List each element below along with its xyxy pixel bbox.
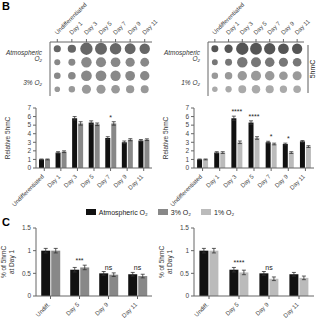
svg-text:Day 5: Day 5 xyxy=(224,301,240,317)
svg-text:ns: ns xyxy=(265,264,273,271)
svg-text:****: **** xyxy=(249,113,260,120)
svg-text:ns: ns xyxy=(134,264,142,271)
svg-text:Day 9: Day 9 xyxy=(254,301,270,317)
svg-text:1.5: 1.5 xyxy=(22,224,31,231)
svg-text:Day 7: Day 7 xyxy=(266,20,282,36)
html-text:B: B xyxy=(2,0,10,12)
svg-text:Undiff.: Undiff. xyxy=(35,301,52,318)
html-text:C: C xyxy=(2,216,10,228)
svg-text:% of 5hmCat Day 1: % of 5hmCat Day 1 xyxy=(158,246,173,278)
svg-text:2: 2 xyxy=(27,147,31,154)
svg-text:Day 3: Day 3 xyxy=(239,20,255,36)
svg-text:6: 6 xyxy=(27,113,31,120)
svg-text:Day 3: Day 3 xyxy=(222,173,238,189)
svg-text:Day 11: Day 11 xyxy=(121,301,139,319)
svg-text:Undifferentiated: Undifferentiated xyxy=(53,1,88,36)
svg-text:0.5: 0.5 xyxy=(22,270,31,277)
svg-text:0: 0 xyxy=(185,292,189,299)
svg-text:Day 1: Day 1 xyxy=(205,173,221,189)
svg-text:5hmC: 5hmC xyxy=(309,60,312,79)
svg-text:Day 11: Day 11 xyxy=(127,173,145,191)
svg-text:AtmosphericO₂: AtmosphericO₂ xyxy=(163,49,201,63)
svg-text:Day 7: Day 7 xyxy=(257,173,273,189)
svg-text:ns: ns xyxy=(105,264,113,271)
svg-text:Day 9: Day 9 xyxy=(127,20,143,36)
svg-text:****: **** xyxy=(231,108,242,115)
svg-text:1: 1 xyxy=(185,247,189,254)
svg-text:1.5: 1.5 xyxy=(180,224,189,231)
svg-text:4: 4 xyxy=(185,130,189,137)
svg-text:Undifferentiated: Undifferentiated xyxy=(211,1,246,36)
svg-text:6: 6 xyxy=(185,113,189,120)
svg-text:1: 1 xyxy=(27,156,31,163)
svg-text:Day 11: Day 11 xyxy=(141,18,158,36)
svg-text:Day 11: Day 11 xyxy=(294,18,312,36)
svg-text:3% O₂: 3% O₂ xyxy=(23,79,42,86)
svg-text:0.5: 0.5 xyxy=(180,270,189,277)
svg-text:Undifferentiated: Undifferentiated xyxy=(11,173,45,206)
svg-text:Day 5: Day 5 xyxy=(79,173,95,189)
svg-text:*: * xyxy=(287,135,290,142)
svg-text:7: 7 xyxy=(185,104,189,111)
svg-text:Day 5: Day 5 xyxy=(252,20,268,36)
svg-text:Relative 5hmC: Relative 5hmC xyxy=(8,116,11,159)
svg-text:Day 9: Day 9 xyxy=(274,173,290,189)
svg-text:0: 0 xyxy=(27,164,31,171)
svg-text:3: 3 xyxy=(185,139,189,146)
html-text:Atmospheric O₂: Atmospheric O₂ xyxy=(98,208,148,216)
svg-text:Day 5: Day 5 xyxy=(65,301,81,317)
svg-text:Day 9: Day 9 xyxy=(112,173,128,189)
svg-text:1: 1 xyxy=(27,247,31,254)
svg-text:4: 4 xyxy=(27,130,31,137)
html-text:1% O₂: 1% O₂ xyxy=(214,208,235,216)
svg-text:0: 0 xyxy=(185,164,189,171)
svg-text:*: * xyxy=(270,133,273,140)
svg-text:Day 11: Day 11 xyxy=(282,301,300,319)
svg-text:5: 5 xyxy=(27,121,31,128)
svg-text:*: * xyxy=(109,114,112,121)
html-text:3% O₂: 3% O₂ xyxy=(170,208,191,216)
svg-text:Day 7: Day 7 xyxy=(112,20,128,36)
svg-text:0: 0 xyxy=(27,292,31,299)
svg-text:Day 1: Day 1 xyxy=(46,173,62,189)
svg-text:% of 5hmCat Day 1: % of 5hmCat Day 1 xyxy=(8,246,16,278)
svg-text:Day 5: Day 5 xyxy=(239,173,255,189)
svg-text:Relative 5hmC: Relative 5hmC xyxy=(162,116,169,159)
svg-text:3: 3 xyxy=(27,139,31,146)
svg-text:Day 7: Day 7 xyxy=(96,173,112,189)
svg-text:7: 7 xyxy=(27,104,31,111)
svg-text:Undifferentiated: Undifferentiated xyxy=(169,173,203,206)
svg-text:Day 9: Day 9 xyxy=(94,301,110,317)
svg-text:2: 2 xyxy=(185,147,189,154)
svg-text:Day 9: Day 9 xyxy=(280,20,296,36)
svg-text:1% O₂: 1% O₂ xyxy=(181,79,200,86)
svg-text:Day 1: Day 1 xyxy=(68,20,84,36)
svg-text:AtmosphericO₂: AtmosphericO₂ xyxy=(8,49,43,63)
svg-text:Day 11: Day 11 xyxy=(289,173,307,191)
svg-text:****: **** xyxy=(234,259,245,266)
svg-text:5: 5 xyxy=(185,121,189,128)
svg-text:1: 1 xyxy=(185,156,189,163)
svg-text:Day 1: Day 1 xyxy=(225,20,241,36)
svg-text:Day 3: Day 3 xyxy=(63,173,79,189)
svg-text:***: *** xyxy=(75,257,83,264)
svg-text:Day 3: Day 3 xyxy=(83,20,99,36)
svg-text:Undiff.: Undiff. xyxy=(193,301,210,318)
svg-text:Day 5: Day 5 xyxy=(97,20,113,36)
